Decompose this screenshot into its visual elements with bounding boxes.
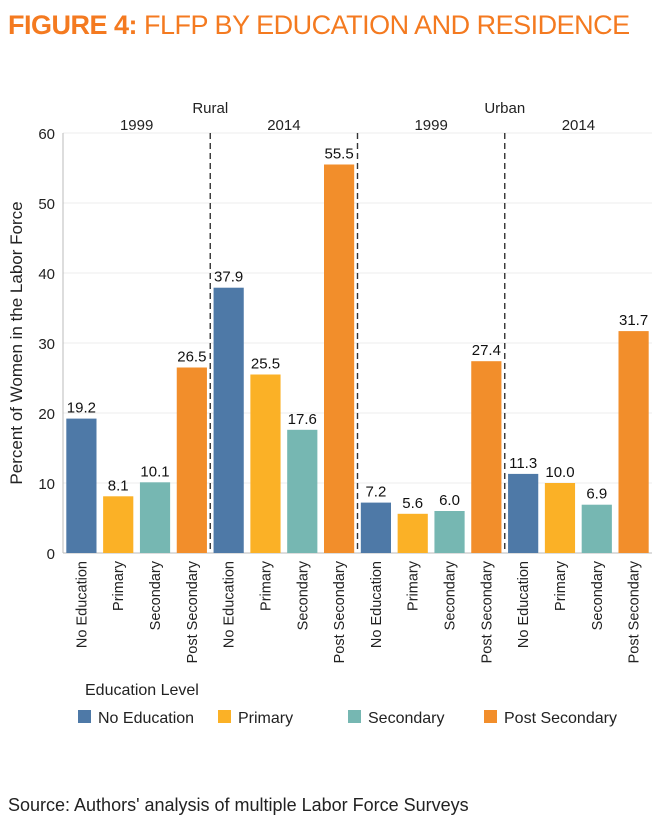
x-tick-label: Primary bbox=[111, 560, 127, 611]
figure-title: FIGURE 4: FLFP BY EDUCATION AND RESIDENC… bbox=[8, 10, 630, 41]
y-tick-label: 40 bbox=[38, 266, 55, 283]
legend-label: No Education bbox=[98, 710, 194, 727]
data-label: 11.3 bbox=[509, 455, 537, 472]
data-label: 55.5 bbox=[324, 146, 353, 163]
bar bbox=[471, 361, 502, 553]
x-tick-label: Secondary bbox=[590, 560, 606, 630]
bar bbox=[434, 511, 465, 553]
x-tick-label: Secondary bbox=[443, 560, 459, 630]
legend-swatch bbox=[484, 710, 497, 723]
bar bbox=[360, 502, 391, 553]
x-tick-label: Primary bbox=[406, 560, 422, 611]
data-label: 27.4 bbox=[472, 342, 501, 359]
x-tick-label: Post Secondary bbox=[332, 560, 348, 663]
x-tick-label: Secondary bbox=[295, 560, 311, 630]
x-tick-label: Secondary bbox=[148, 560, 164, 630]
bar bbox=[397, 513, 428, 553]
data-label: 25.5 bbox=[251, 356, 280, 373]
y-tick-label: 20 bbox=[38, 406, 55, 423]
data-label: 37.9 bbox=[214, 269, 243, 286]
bar bbox=[324, 164, 355, 553]
y-tick-label: 30 bbox=[38, 336, 55, 353]
bar bbox=[581, 504, 612, 553]
x-tick-label: Primary bbox=[553, 560, 569, 611]
chart: 0 10 20 30 40 50 60 Percent of Women in the Lab… bbox=[7, 100, 652, 727]
x-tick-label: Post Secondary bbox=[185, 560, 201, 663]
bar bbox=[618, 331, 649, 553]
data-label: 26.5 bbox=[177, 349, 206, 366]
data-label: 7.2 bbox=[365, 484, 386, 501]
year-label: 2014 bbox=[267, 117, 300, 134]
legend-label: Primary bbox=[238, 710, 293, 727]
bar bbox=[103, 496, 134, 553]
bar bbox=[544, 483, 576, 553]
residence-label: Rural bbox=[192, 100, 228, 117]
legend-swatch bbox=[218, 710, 231, 723]
data-label: 8.1 bbox=[108, 477, 129, 494]
bar bbox=[139, 482, 171, 553]
x-tick-label: Primary bbox=[258, 560, 274, 611]
data-label: 6.0 bbox=[439, 492, 460, 509]
x-tick-label: No Education bbox=[516, 561, 532, 648]
data-label: 10.0 bbox=[545, 464, 574, 481]
year-label: 1999 bbox=[414, 117, 447, 134]
legend-swatch bbox=[78, 710, 91, 723]
year-label: 2014 bbox=[562, 117, 595, 134]
x-tick-label: Post Secondary bbox=[627, 560, 643, 663]
legend-title: Education Level bbox=[85, 682, 199, 699]
source-note: Source: Authors' analysis of multiple La… bbox=[8, 795, 469, 815]
figure-label: FIGURE 4: bbox=[8, 10, 138, 40]
x-tick-label: No Education bbox=[222, 561, 238, 648]
bar bbox=[287, 429, 318, 553]
data-label: 5.6 bbox=[402, 495, 423, 512]
legend-label: Post Secondary bbox=[504, 710, 617, 727]
y-tick-label: 50 bbox=[38, 196, 55, 213]
data-label: 17.6 bbox=[288, 411, 317, 428]
y-tick-label: 10 bbox=[38, 476, 55, 493]
data-label: 6.9 bbox=[586, 486, 607, 503]
y-tick-label: 0 bbox=[47, 546, 55, 563]
data-label: 10.1 bbox=[140, 463, 169, 480]
bar bbox=[176, 367, 207, 553]
x-tick-label: No Education bbox=[369, 561, 385, 648]
figure-title-text: FLFP BY EDUCATION AND RESIDENCE bbox=[144, 10, 630, 40]
y-axis-label: Percent of Women in the Labor Force bbox=[7, 201, 26, 484]
data-label: 31.7 bbox=[619, 312, 648, 329]
x-tick-label: No Education bbox=[74, 561, 90, 648]
legend-label: Secondary bbox=[368, 710, 445, 727]
legend-swatch bbox=[348, 710, 361, 723]
bar bbox=[508, 473, 539, 553]
y-tick-label: 60 bbox=[38, 126, 55, 143]
year-label: 1999 bbox=[120, 117, 153, 134]
bar bbox=[66, 418, 97, 553]
bar bbox=[213, 287, 244, 553]
bar bbox=[250, 374, 281, 553]
x-tick-label: Post Secondary bbox=[479, 560, 495, 663]
data-label: 19.2 bbox=[67, 400, 96, 417]
residence-label: Urban bbox=[484, 100, 525, 117]
